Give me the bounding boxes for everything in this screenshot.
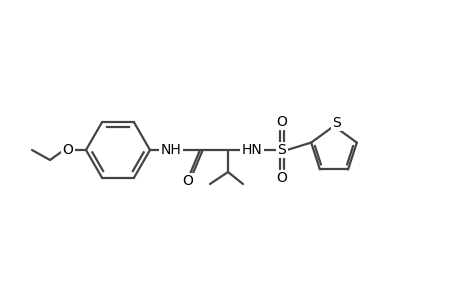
Text: O: O xyxy=(276,171,287,185)
Text: S: S xyxy=(332,116,341,130)
Text: O: O xyxy=(276,115,287,129)
Text: O: O xyxy=(62,143,73,157)
Text: O: O xyxy=(182,174,193,188)
Text: NH: NH xyxy=(160,143,181,157)
Text: S: S xyxy=(277,143,286,157)
Text: HN: HN xyxy=(241,143,262,157)
